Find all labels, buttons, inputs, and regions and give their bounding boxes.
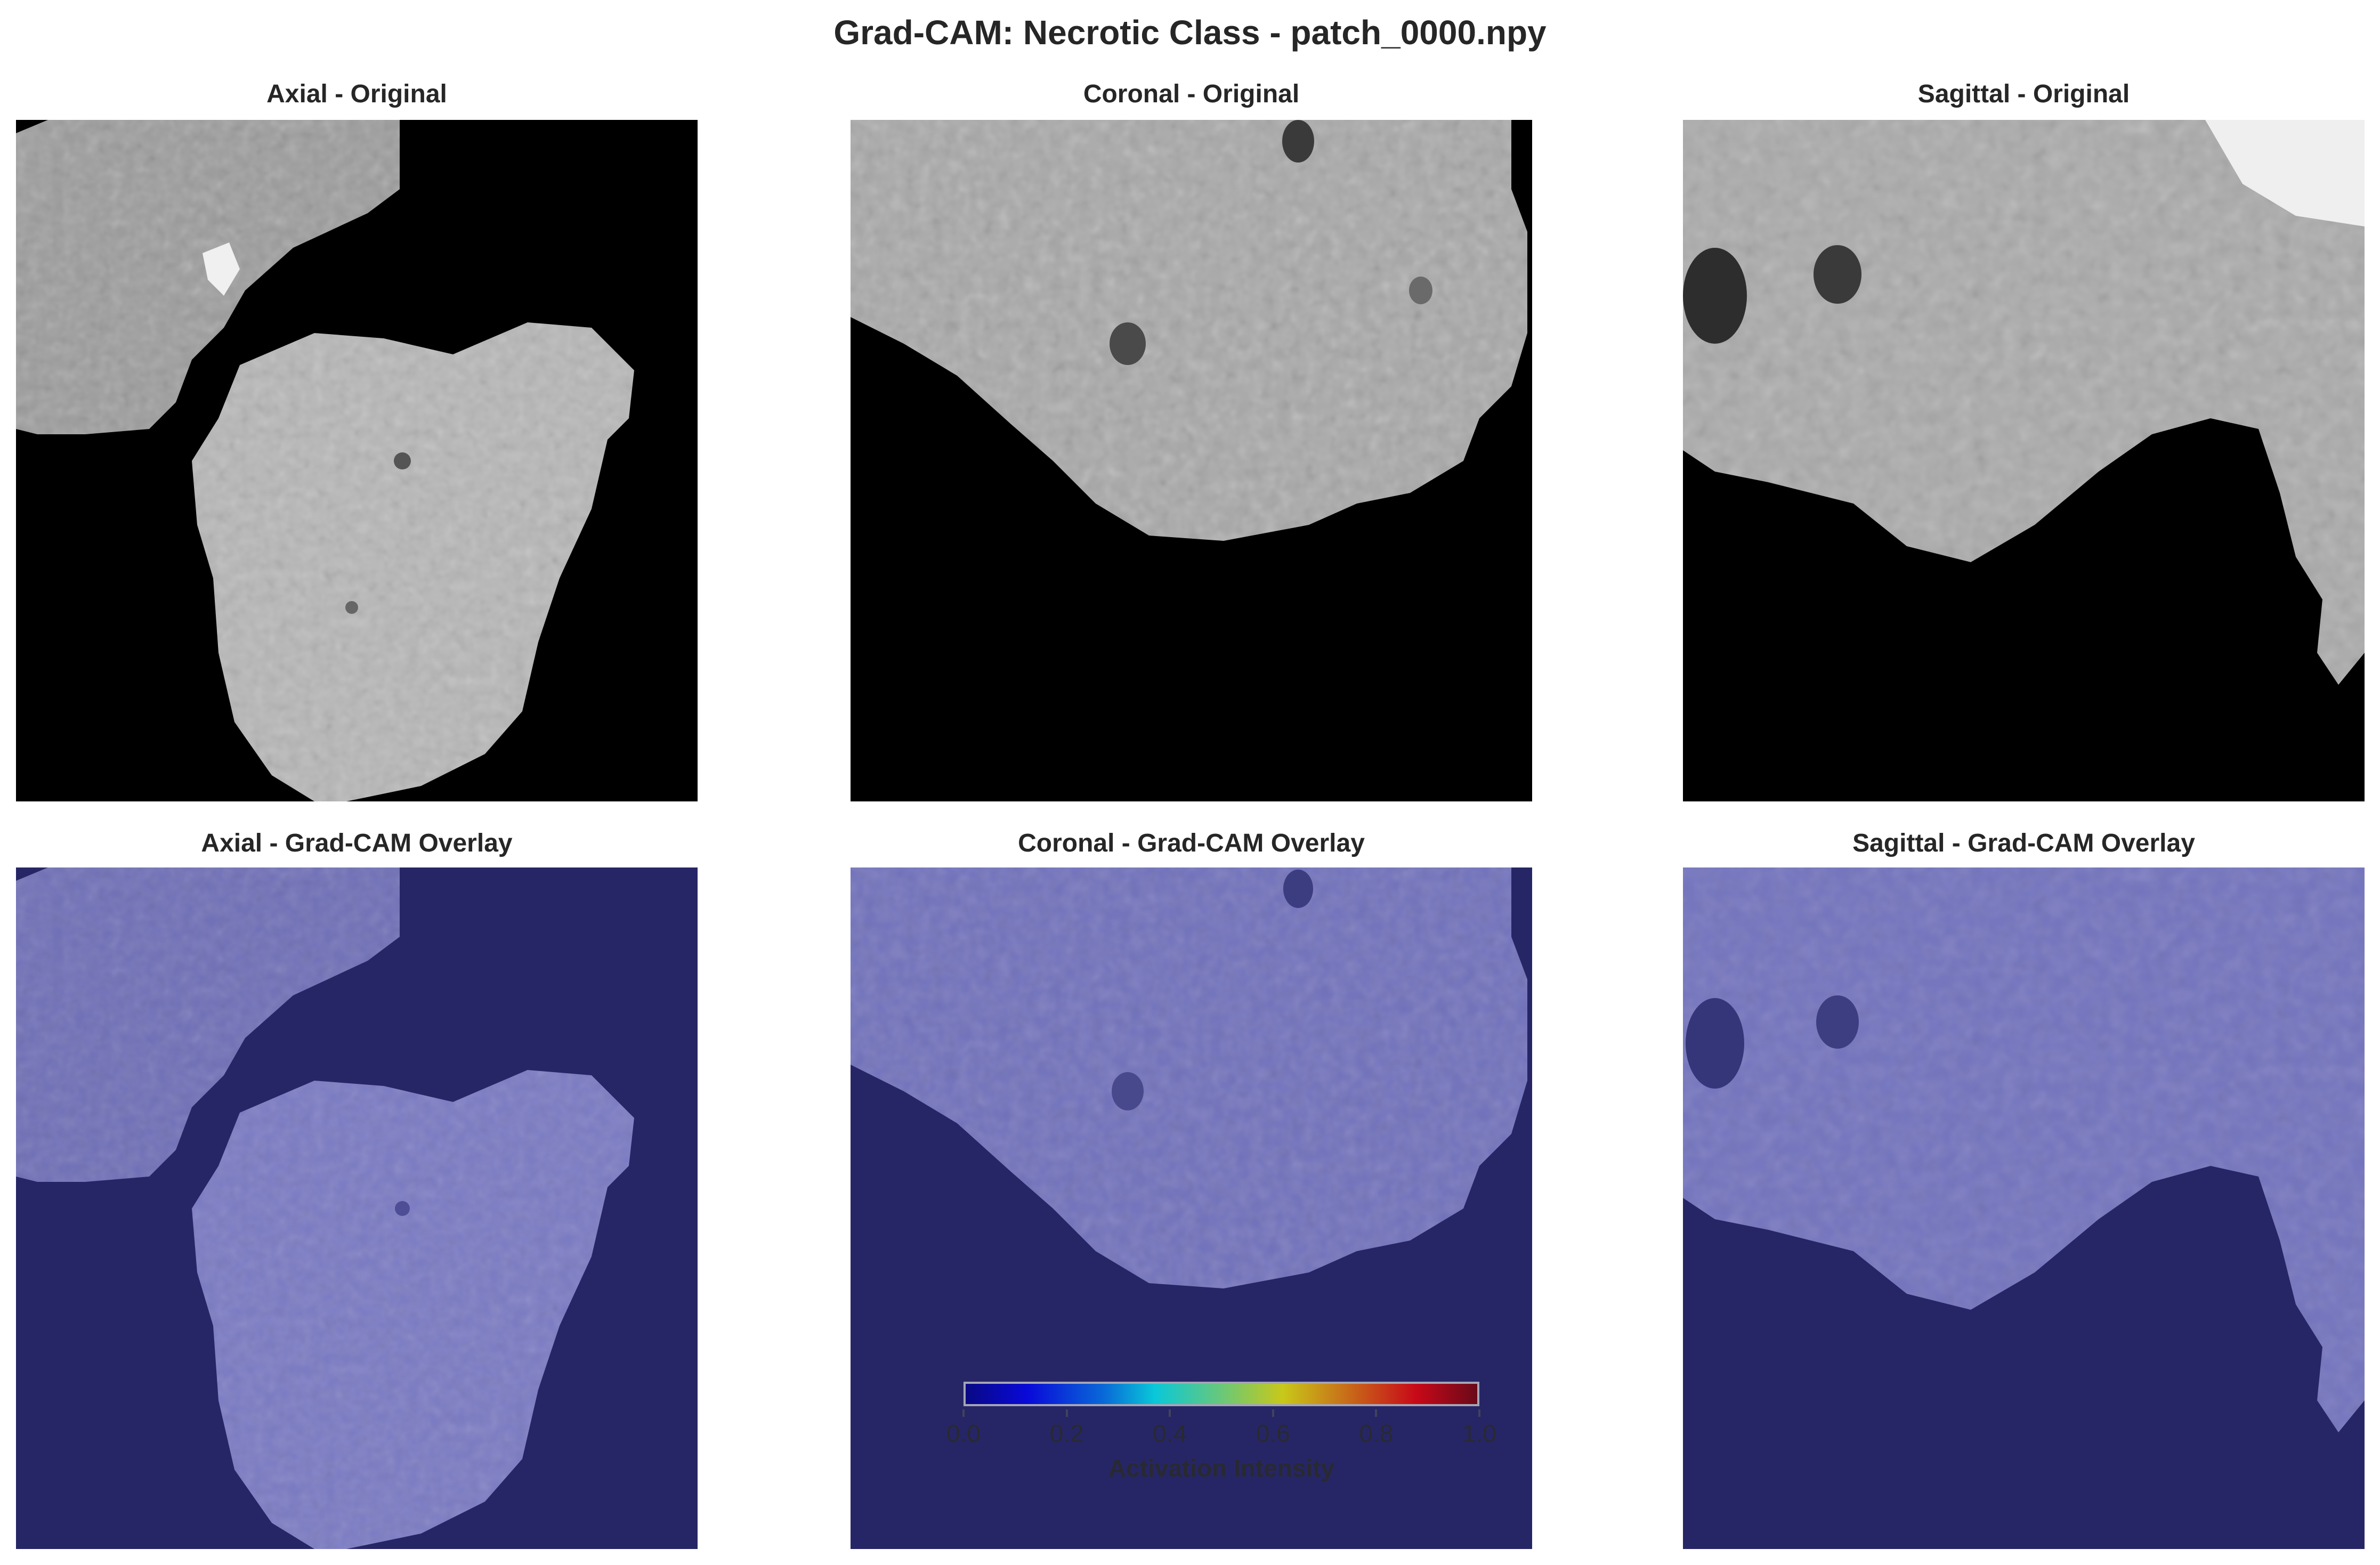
coronal-original-image [851, 120, 1532, 801]
panel-title-coronal-original: Coronal - Original [1083, 80, 1300, 108]
colorbar-tick [1065, 1409, 1068, 1417]
axial-gradcam-overlay-image [16, 867, 698, 1549]
tissue-region-upper [16, 867, 400, 1182]
colorbar-tick [1272, 1409, 1274, 1417]
colorbar-tick-label: 0.8 [1359, 1420, 1394, 1447]
colorbar-tick [1375, 1409, 1378, 1417]
colorbar-tick-label: 0.0 [946, 1420, 981, 1447]
colorbar-gradient [964, 1382, 1479, 1406]
colorbar-label: Activation Intensity [1108, 1454, 1335, 1482]
figure-title: Grad-CAM: Necrotic Class - patch_0000.np… [833, 13, 1547, 52]
sagittal-gradcam-overlay-image [1683, 867, 2365, 1549]
tissue-region-upper [16, 120, 400, 434]
tissue-region-lower [192, 1070, 634, 1549]
colorbar-tick-label: 0.4 [1153, 1420, 1187, 1447]
panel-title-sagittal-original: Sagittal - Original [1917, 80, 2130, 108]
colorbar-tick-label: 0.2 [1049, 1420, 1084, 1447]
tissue-region [1683, 120, 2365, 685]
panel-title-axial-original: Axial - Original [266, 80, 447, 108]
colorbar-tick [962, 1409, 965, 1417]
colorbar-tick [1169, 1409, 1171, 1417]
panel-title-sagittal-overlay: Sagittal - Grad-CAM Overlay [1852, 829, 2195, 857]
colorbar-tick [1478, 1409, 1480, 1417]
tissue-region-lower [192, 322, 634, 801]
tissue-region [1683, 867, 2365, 1432]
colorbar-tick-label: 1.0 [1462, 1420, 1496, 1447]
sagittal-original-image [1683, 120, 2365, 801]
axial-original-image [16, 120, 698, 801]
tissue-region [851, 867, 1527, 1288]
tissue-region [851, 120, 1527, 541]
panel-title-axial-overlay: Axial - Grad-CAM Overlay [201, 829, 513, 857]
coronal-gradcam-overlay-image [851, 867, 1532, 1549]
colorbar-tick-label: 0.6 [1256, 1420, 1290, 1447]
panel-title-coronal-overlay: Coronal - Grad-CAM Overlay [1018, 829, 1365, 857]
